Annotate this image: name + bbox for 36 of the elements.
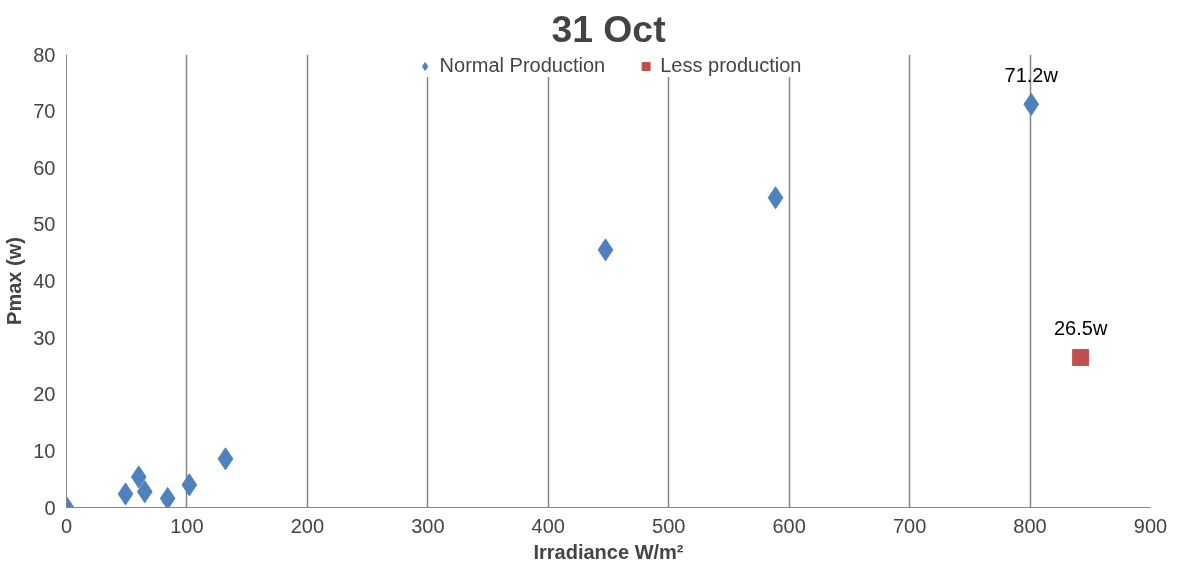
data-label: 71.2w (1004, 64, 1059, 87)
point (159, 486, 176, 508)
x-tick-label: 200 (290, 514, 325, 537)
y-tick-label: 20 (33, 383, 56, 406)
point (1072, 348, 1090, 366)
y-tick-label: 50 (33, 213, 56, 236)
point (1023, 92, 1040, 116)
y-tick-label: 60 (33, 156, 56, 179)
y-tick-label: 40 (33, 270, 56, 292)
point (136, 480, 153, 504)
data-label: 26.5w (1053, 317, 1108, 340)
x-tick-label: 900 (1133, 514, 1168, 537)
point (130, 465, 147, 489)
legend-label: Less production (660, 54, 802, 77)
y-tick-label: 80 (33, 43, 56, 66)
chart-title: 31 Oct (551, 7, 666, 50)
x-tick-label: 800 (1013, 514, 1047, 537)
legend-label: Normal Production (439, 54, 606, 77)
y-tick-label: 0 (44, 496, 56, 519)
y-tick-label: 70 (33, 100, 56, 123)
x-tick-label: 500 (652, 514, 686, 537)
y-tick-label: 30 (33, 326, 56, 349)
y-tick-label: 10 (33, 439, 56, 462)
x-tick-label: 600 (772, 514, 806, 537)
x-tick-label: 700 (892, 514, 927, 537)
point (767, 186, 784, 210)
x-axis-title: Irradiance W/m² (533, 540, 684, 563)
point (217, 447, 234, 471)
point (117, 482, 134, 506)
x-tick-label: 400 (531, 514, 565, 537)
x-tick-label: 0 (60, 514, 73, 537)
x-tick-label: 300 (411, 514, 445, 537)
x-tick-label: 100 (170, 514, 204, 537)
y-axis-title: Pmax (w) (3, 237, 26, 325)
point (181, 473, 198, 497)
point (597, 238, 614, 262)
